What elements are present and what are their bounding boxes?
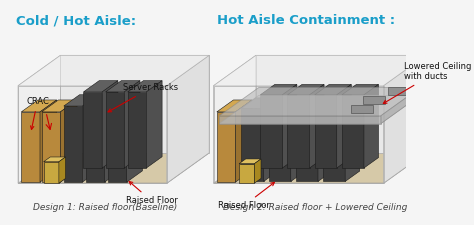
Text: Design 1: Raised floor(Baseline): Design 1: Raised floor(Baseline) xyxy=(33,203,177,212)
Polygon shape xyxy=(345,98,360,182)
Polygon shape xyxy=(239,159,261,164)
Polygon shape xyxy=(61,55,209,153)
Polygon shape xyxy=(102,81,118,168)
Polygon shape xyxy=(219,88,420,116)
Polygon shape xyxy=(105,95,120,182)
Polygon shape xyxy=(108,95,142,106)
Polygon shape xyxy=(315,84,351,95)
Polygon shape xyxy=(18,55,209,86)
Polygon shape xyxy=(236,100,252,182)
Polygon shape xyxy=(381,88,420,124)
Polygon shape xyxy=(283,84,297,168)
Polygon shape xyxy=(291,98,305,182)
Text: Lowered Ceiling
with ducts: Lowered Ceiling with ducts xyxy=(383,62,471,104)
Polygon shape xyxy=(260,84,297,95)
Text: Raised Floor: Raised Floor xyxy=(218,182,274,210)
Polygon shape xyxy=(217,100,252,112)
Polygon shape xyxy=(128,81,162,92)
Text: CRAC: CRAC xyxy=(26,97,49,129)
Text: Raised Floor: Raised Floor xyxy=(126,182,178,205)
Polygon shape xyxy=(219,95,420,124)
Polygon shape xyxy=(83,81,118,92)
Polygon shape xyxy=(128,92,146,168)
Polygon shape xyxy=(241,108,264,182)
Polygon shape xyxy=(21,112,40,182)
Polygon shape xyxy=(108,106,127,182)
Polygon shape xyxy=(18,55,61,183)
Polygon shape xyxy=(337,84,351,168)
Polygon shape xyxy=(124,81,140,168)
Polygon shape xyxy=(323,108,345,182)
Polygon shape xyxy=(260,95,283,168)
Polygon shape xyxy=(42,112,60,182)
Polygon shape xyxy=(86,106,105,182)
Polygon shape xyxy=(388,87,410,95)
Polygon shape xyxy=(42,100,77,112)
Polygon shape xyxy=(310,84,324,168)
Polygon shape xyxy=(167,55,209,183)
Polygon shape xyxy=(214,153,426,183)
Polygon shape xyxy=(269,108,291,182)
Polygon shape xyxy=(21,100,56,112)
Polygon shape xyxy=(296,98,332,108)
Polygon shape xyxy=(296,108,318,182)
Polygon shape xyxy=(318,98,332,182)
Polygon shape xyxy=(214,55,256,183)
Polygon shape xyxy=(59,157,65,183)
Text: Server Racks: Server Racks xyxy=(108,83,178,112)
Polygon shape xyxy=(255,159,261,183)
Polygon shape xyxy=(256,55,426,153)
Polygon shape xyxy=(269,98,305,108)
Polygon shape xyxy=(239,164,255,183)
Polygon shape xyxy=(219,116,381,124)
Polygon shape xyxy=(18,153,209,183)
Polygon shape xyxy=(241,98,278,108)
Polygon shape xyxy=(364,84,378,168)
Polygon shape xyxy=(315,95,337,168)
Polygon shape xyxy=(82,95,98,182)
Polygon shape xyxy=(287,95,310,168)
Polygon shape xyxy=(364,96,385,104)
Polygon shape xyxy=(287,84,324,95)
Polygon shape xyxy=(342,95,364,168)
Polygon shape xyxy=(83,92,102,168)
Polygon shape xyxy=(342,84,378,95)
Polygon shape xyxy=(86,95,120,106)
Polygon shape xyxy=(40,100,56,182)
Polygon shape xyxy=(264,98,278,182)
Polygon shape xyxy=(383,55,426,183)
Polygon shape xyxy=(214,55,426,86)
Polygon shape xyxy=(44,157,65,162)
Polygon shape xyxy=(106,92,124,168)
Polygon shape xyxy=(60,100,77,182)
Polygon shape xyxy=(127,95,142,182)
Polygon shape xyxy=(44,162,59,183)
Text: Cold / Hot Aisle:: Cold / Hot Aisle: xyxy=(16,14,136,27)
Polygon shape xyxy=(106,81,140,92)
Polygon shape xyxy=(64,106,82,182)
Polygon shape xyxy=(146,81,162,168)
Polygon shape xyxy=(323,98,360,108)
Polygon shape xyxy=(64,95,98,106)
Text: Design 2: Raised floor + Lowered Ceiling: Design 2: Raised floor + Lowered Ceiling xyxy=(223,203,408,212)
Polygon shape xyxy=(217,112,236,182)
Polygon shape xyxy=(351,105,373,112)
Text: Hot Aisle Containment :: Hot Aisle Containment : xyxy=(217,14,395,27)
